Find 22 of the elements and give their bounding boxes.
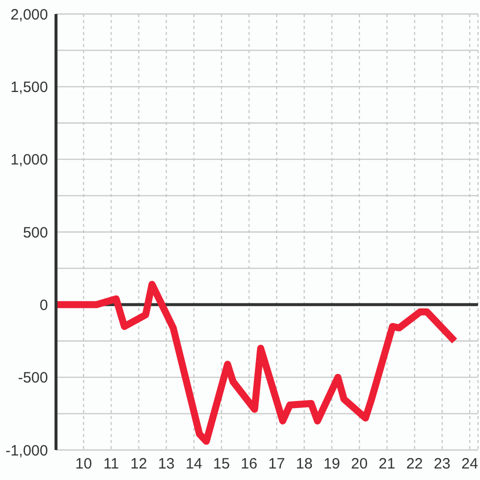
y-tick-label: 1,000 xyxy=(10,152,48,169)
y-tick-label: -1,000 xyxy=(5,442,48,460)
x-tick-label: 17 xyxy=(268,456,285,473)
x-tick-label: 18 xyxy=(296,456,313,473)
x-tick-label: 12 xyxy=(130,456,148,473)
y-tick-label: -500 xyxy=(18,370,48,387)
x-tick-label: 14 xyxy=(186,456,202,473)
y-tick-label: 1,500 xyxy=(10,78,48,96)
x-tick-label: 13 xyxy=(158,456,175,473)
x-tick-label: 22 xyxy=(406,456,423,473)
x-tick-label: 24 xyxy=(461,456,478,473)
x-tick-label: 11 xyxy=(103,456,119,473)
x-tick-label: 23 xyxy=(434,456,450,473)
x-tick-label: 16 xyxy=(240,456,258,473)
y-tick-label: 2,000 xyxy=(10,6,48,24)
x-tick-label: 21 xyxy=(378,456,396,473)
y-tick-label: 500 xyxy=(22,224,48,242)
x-tick-label: 10 xyxy=(75,456,92,473)
x-tick-label: 19 xyxy=(323,456,340,473)
x-tick-label: 15 xyxy=(213,456,230,473)
x-tick-label: 20 xyxy=(351,456,368,473)
y-tick-label: 0 xyxy=(40,296,48,314)
